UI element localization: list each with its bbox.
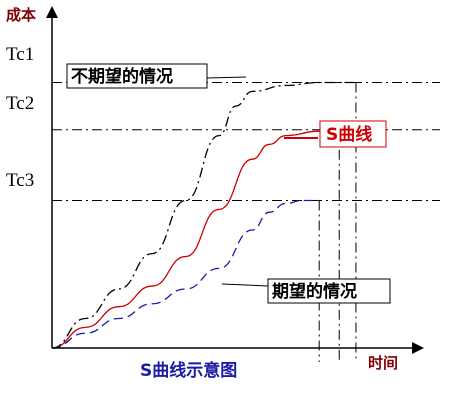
legend-label-s-curve: S曲线 [284,120,387,148]
y-axis-label: 成本 [6,6,36,24]
chart-title: S曲线示意图 [140,360,237,381]
svg-text:期望的情况: 期望的情况 [272,281,357,302]
legend-label-desired: 期望的情况 [221,278,391,304]
series-line-3 [51,199,320,349]
x-axis-label: 时间 [368,354,398,372]
curves [51,81,356,349]
legend-label-undesired: 不期望的情况 [66,63,247,89]
svg-text:S曲线: S曲线 [326,124,372,145]
series-line-1 [51,81,356,349]
svg-text:不期望的情况: 不期望的情况 [71,66,173,87]
y-tick-label-tc3: Tc3 [6,170,34,191]
y-tick-label-tc2: Tc2 [6,93,34,114]
y-tick-label-tc1: Tc1 [6,44,34,65]
series-line-2 [51,129,340,349]
